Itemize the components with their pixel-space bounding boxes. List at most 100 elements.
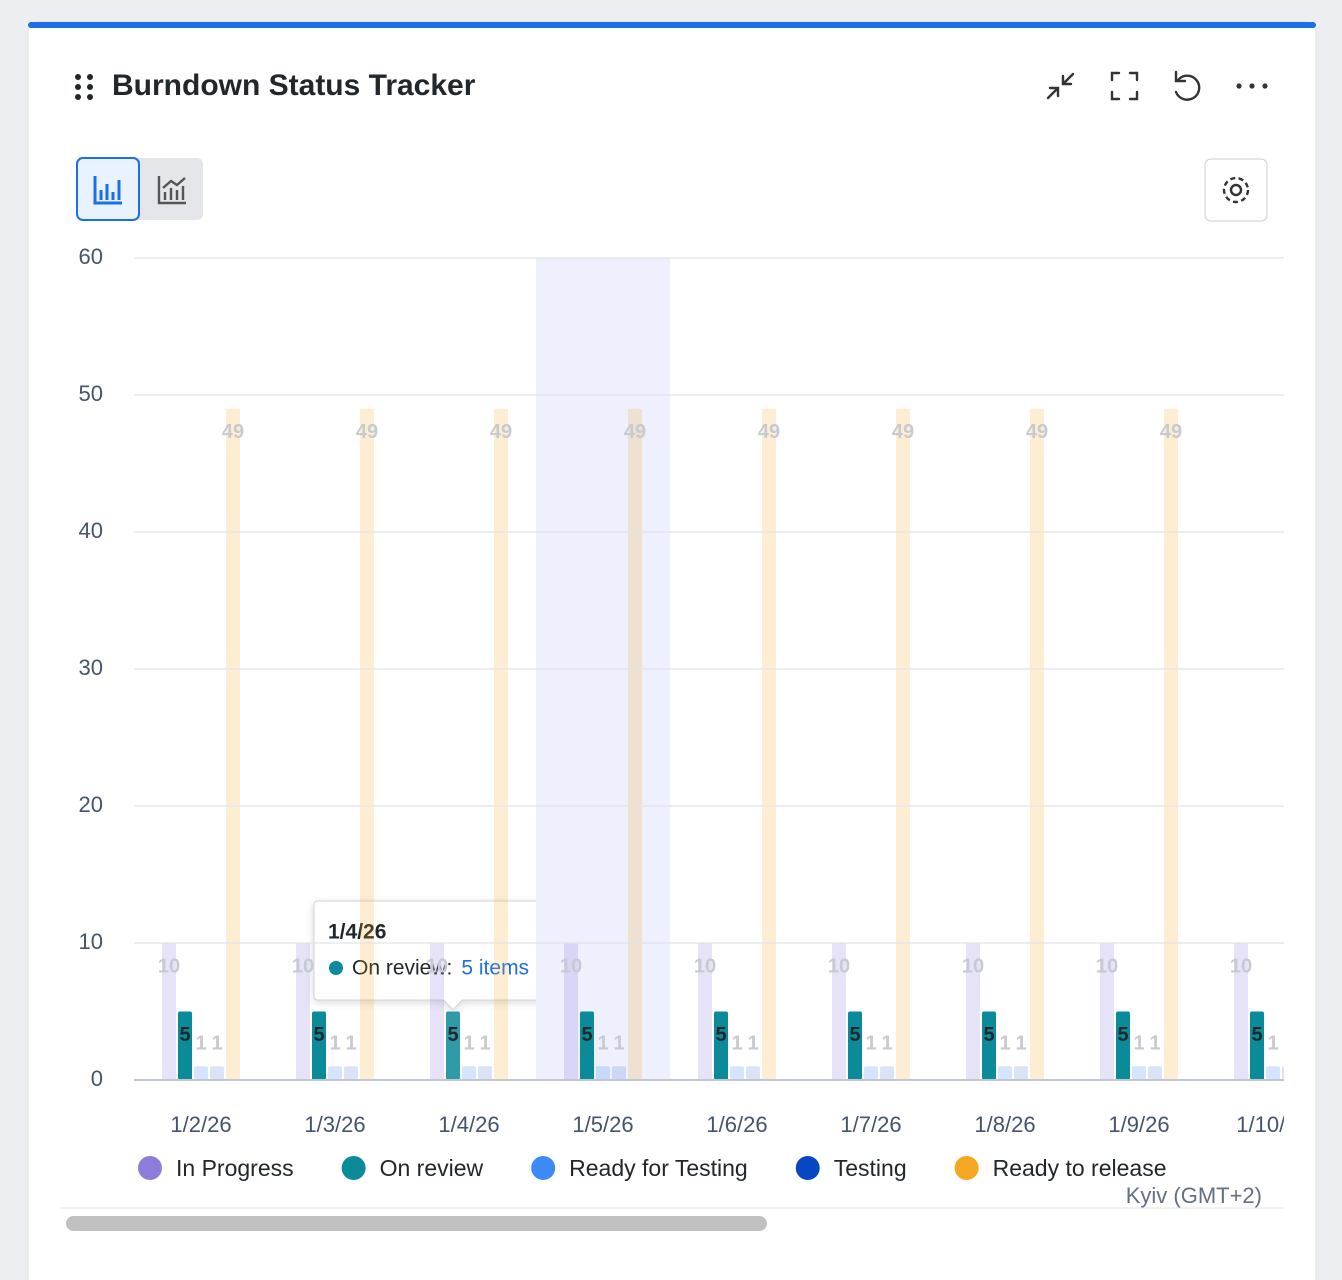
bar[interactable]: [1014, 1066, 1028, 1080]
data-label: 1: [597, 1033, 608, 1055]
legend: In Progress On review Ready for Testing Tes…: [138, 1155, 1167, 1181]
data-label: 49: [624, 421, 646, 443]
bar[interactable]: [1030, 408, 1044, 1080]
legend-label[interactable]: Ready for Testing: [569, 1155, 748, 1181]
legend-marker: [138, 1156, 162, 1180]
more-button[interactable]: [1236, 83, 1268, 89]
refresh-button[interactable]: [1174, 70, 1201, 101]
bar[interactable]: [966, 943, 980, 1080]
bar-view-icon: [93, 176, 122, 205]
bar[interactable]: [210, 1066, 224, 1080]
data-label: 1: [479, 1033, 490, 1055]
bar[interactable]: [1116, 1011, 1130, 1081]
bar[interactable]: [344, 1066, 358, 1080]
data-label: 10: [426, 955, 448, 977]
data-label: 1: [1015, 1033, 1026, 1055]
bar[interactable]: [698, 943, 712, 1080]
bar[interactable]: [628, 408, 642, 1080]
collapse-button[interactable]: [1046, 72, 1075, 100]
timezone: Kyiv (GMT+2): [1126, 1183, 1262, 1208]
bar[interactable]: [612, 1066, 626, 1080]
bar[interactable]: [580, 1011, 594, 1081]
bar[interactable]: [998, 1066, 1012, 1080]
data-label: 1: [345, 1033, 356, 1055]
bar[interactable]: [296, 943, 310, 1080]
data-label: 1: [463, 1033, 474, 1055]
data-label: 10: [158, 955, 180, 977]
scrollbar-thumb[interactable]: [66, 1216, 767, 1231]
bar[interactable]: [896, 408, 910, 1080]
y-tick-label: 50: [79, 381, 103, 406]
data-label: 5: [581, 1024, 592, 1046]
y-tick-label: 40: [79, 518, 103, 543]
data-label: 49: [490, 421, 512, 443]
y-tick-label: 0: [91, 1066, 103, 1091]
data-label: 5: [983, 1024, 994, 1046]
bar[interactable]: [762, 408, 776, 1080]
data-label: 5: [313, 1024, 324, 1046]
legend-label[interactable]: Testing: [834, 1155, 907, 1181]
bar[interactable]: [1100, 943, 1114, 1080]
data-label: 5: [1117, 1024, 1128, 1046]
data-label: 49: [892, 421, 914, 443]
x-tick-label: 1/3/26: [304, 1112, 365, 1137]
bar[interactable]: [982, 1011, 996, 1081]
bar[interactable]: [746, 1066, 760, 1080]
bar[interactable]: [446, 1011, 460, 1081]
tooltip-title: 1/4/26: [328, 921, 386, 944]
bar[interactable]: [1250, 1011, 1264, 1081]
line-view-button[interactable]: [157, 176, 186, 205]
drag-handle[interactable]: [75, 74, 93, 100]
bar[interactable]: [714, 1011, 728, 1081]
bar[interactable]: [430, 943, 444, 1080]
bar[interactable]: [1164, 408, 1178, 1080]
tooltip-label: On review:: [352, 957, 452, 980]
data-label: 1: [999, 1033, 1010, 1055]
data-label: 10: [1230, 955, 1252, 977]
bar[interactable]: [478, 1066, 492, 1080]
data-label: 1: [731, 1033, 742, 1055]
bar[interactable]: [1148, 1066, 1162, 1080]
bar[interactable]: [880, 1066, 894, 1080]
x-tick-label: 1/9/26: [1108, 1112, 1169, 1137]
x-tick-label: 1/8/26: [974, 1112, 1035, 1137]
bar[interactable]: [730, 1066, 744, 1080]
bar[interactable]: [494, 408, 508, 1080]
bar[interactable]: [162, 943, 176, 1080]
fullscreen-button[interactable]: [1110, 71, 1139, 101]
bar[interactable]: [194, 1066, 208, 1080]
bar[interactable]: [596, 1066, 610, 1080]
legend-label[interactable]: On review: [380, 1155, 484, 1181]
data-label: 10: [828, 955, 850, 977]
legend-label[interactable]: Ready to release: [993, 1155, 1167, 1181]
bar[interactable]: [832, 943, 846, 1080]
bar[interactable]: [848, 1011, 862, 1081]
bar[interactable]: [864, 1066, 878, 1080]
widget-title: Burndown Status Tracker: [112, 69, 476, 102]
data-label: 1: [613, 1033, 624, 1055]
data-label: 1: [747, 1033, 758, 1055]
bar[interactable]: [312, 1011, 326, 1081]
settings-button[interactable]: [1204, 158, 1268, 222]
bar[interactable]: [462, 1066, 476, 1080]
bar[interactable]: [1132, 1066, 1146, 1080]
tooltip-link[interactable]: 5 items: [461, 957, 529, 980]
bar[interactable]: [564, 943, 578, 1080]
bar[interactable]: [178, 1011, 192, 1081]
data-label: 1: [1133, 1033, 1144, 1055]
data-label: 1: [1283, 1033, 1294, 1055]
legend-label[interactable]: In Progress: [176, 1155, 294, 1181]
data-label: 1: [865, 1033, 876, 1055]
bar[interactable]: [328, 1066, 342, 1080]
x-tick-label: 1/6/26: [706, 1112, 767, 1137]
bar[interactable]: [1266, 1066, 1280, 1080]
bar[interactable]: [360, 408, 374, 1080]
data-label: 5: [715, 1024, 726, 1046]
data-label: 5: [447, 1024, 458, 1046]
y-tick-label: 60: [79, 244, 103, 269]
bar[interactable]: [226, 408, 240, 1080]
bar[interactable]: [1234, 943, 1248, 1080]
data-label: 49: [222, 421, 244, 443]
bar[interactable]: [1282, 1066, 1296, 1080]
